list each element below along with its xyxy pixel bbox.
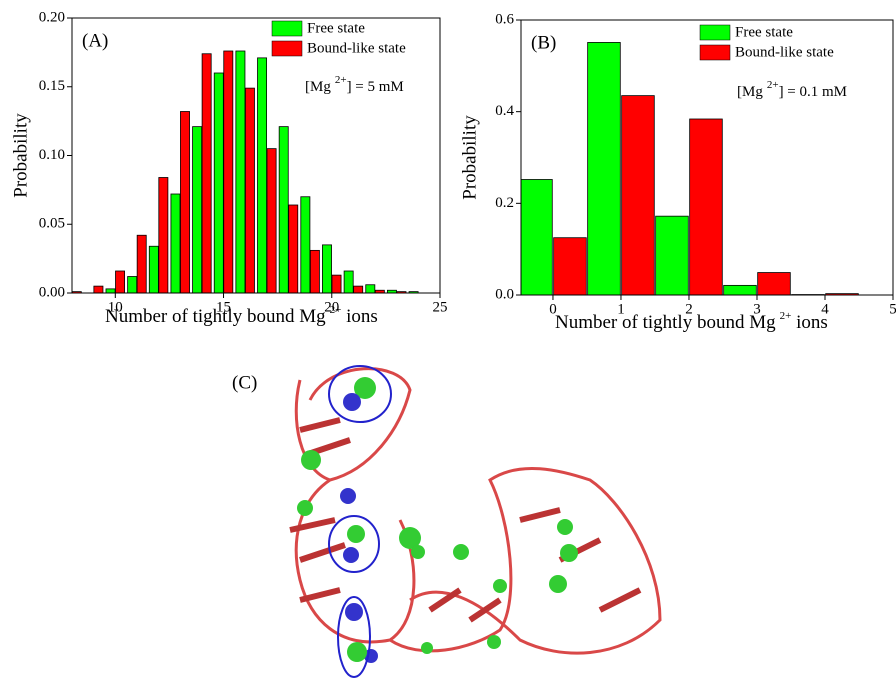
- superscript: 2+: [767, 79, 779, 91]
- bar: [689, 118, 723, 296]
- plot-frame: [520, 19, 894, 296]
- y-axis-label: Probability: [459, 115, 480, 200]
- y-tick-label: 0.4: [495, 103, 514, 119]
- legend-label: Free state: [307, 20, 365, 36]
- bar: [553, 237, 587, 296]
- bar: [353, 285, 364, 294]
- bar: [343, 270, 354, 294]
- legend-swatch: [699, 24, 731, 41]
- x-tick-label: 0: [549, 301, 557, 317]
- legend-swatch: [699, 44, 731, 61]
- bar: [180, 111, 190, 294]
- x-tick-label: 4: [821, 301, 829, 317]
- bar: [723, 284, 757, 296]
- bar: [655, 215, 689, 296]
- bar: [158, 177, 169, 294]
- y-tick-label: 0.00: [39, 284, 65, 300]
- text-part: Number of tightly bound Mg: [555, 312, 776, 333]
- ions: [297, 377, 578, 663]
- superscript: 2+: [330, 304, 342, 316]
- superscript: 2+: [780, 310, 792, 322]
- bar: [365, 284, 376, 294]
- y-tick-label: 0.2: [495, 195, 514, 211]
- legend-label: Bound-like state: [307, 40, 406, 56]
- plot-frame: [71, 17, 441, 294]
- legend-swatch: [271, 40, 303, 57]
- legend-swatch: [271, 20, 303, 37]
- text-part: ] = 5 mM: [347, 79, 404, 95]
- panel-label: (C): [232, 372, 257, 393]
- text-part: ] = 0.1 mM: [779, 84, 847, 100]
- bar: [587, 42, 621, 296]
- bar: [235, 50, 246, 294]
- x-tick-label: 2: [685, 301, 693, 317]
- bar: [621, 95, 655, 296]
- bar: [127, 276, 138, 294]
- superscript: 2+: [335, 74, 347, 86]
- y-tick-label: 0.10: [39, 147, 65, 163]
- x-axis-label: Number of tightly bound Mg 2+ ions: [105, 304, 378, 328]
- bar: [300, 196, 311, 294]
- bar: [115, 270, 126, 294]
- bar: [520, 179, 553, 296]
- bar: [148, 245, 159, 294]
- x-tick-label: 10: [108, 299, 123, 315]
- bar: [266, 148, 277, 294]
- annotation: [Mg 2+] = 0.1 mM: [737, 79, 847, 101]
- y-tick-label: 0.20: [39, 9, 65, 25]
- bar: [170, 193, 181, 294]
- x-tick-label: 15: [216, 299, 231, 315]
- text-part: [Mg: [737, 84, 763, 100]
- highlight-ellipses: [328, 365, 392, 678]
- panel-label: (A): [82, 30, 108, 51]
- bar: [213, 72, 224, 294]
- x-tick-label: 25: [433, 299, 448, 315]
- bar: [93, 285, 104, 294]
- y-tick-label: 0.0: [495, 286, 514, 302]
- bar: [105, 288, 116, 294]
- x-tick-label: 3: [753, 301, 761, 317]
- bar: [223, 50, 234, 294]
- text-part: ions: [791, 312, 827, 333]
- bar: [278, 126, 289, 294]
- bar: [309, 249, 320, 294]
- y-tick-label: 0.6: [495, 11, 514, 27]
- y-axis-label: Probability: [10, 113, 31, 198]
- rna-structure: [289, 367, 662, 655]
- y-tick-label: 0.15: [39, 78, 65, 94]
- text-part: Number of tightly bound Mg: [105, 306, 326, 327]
- x-axis-label: Number of tightly bound Mg 2+ ions: [555, 310, 828, 334]
- x-tick-label: 5: [889, 301, 896, 317]
- panel-label: (B): [531, 32, 556, 53]
- bar: [201, 53, 212, 294]
- bar: [136, 234, 147, 294]
- bar: [757, 272, 791, 296]
- bar: [322, 244, 332, 294]
- x-tick-label: 20: [324, 299, 339, 315]
- bar: [257, 57, 268, 294]
- bar: [192, 126, 203, 294]
- bar: [244, 87, 255, 294]
- x-tick-label: 1: [617, 301, 625, 317]
- bar: [331, 274, 342, 294]
- bar: [288, 204, 299, 294]
- annotation: [Mg 2+] = 5 mM: [305, 74, 404, 96]
- y-tick-label: 0.05: [39, 216, 65, 232]
- legend-label: Free state: [735, 24, 793, 40]
- text-part: [Mg: [305, 79, 331, 95]
- legend-label: Bound-like state: [735, 44, 834, 60]
- text-part: ions: [341, 306, 377, 327]
